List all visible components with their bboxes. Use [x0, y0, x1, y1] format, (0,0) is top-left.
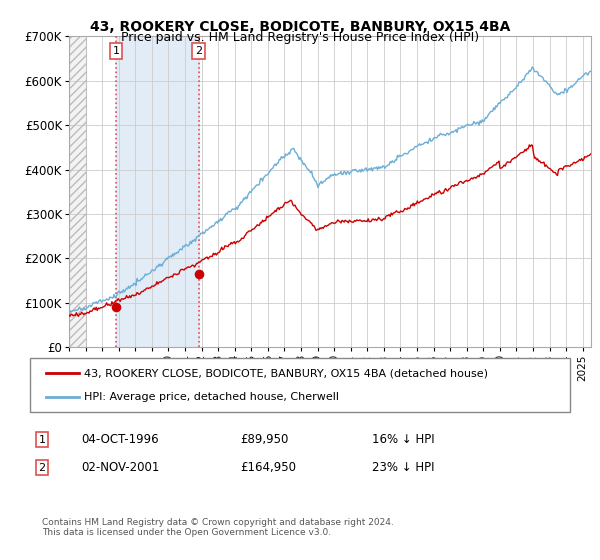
Text: Contains HM Land Registry data © Crown copyright and database right 2024.
This d: Contains HM Land Registry data © Crown c… [42, 518, 394, 538]
Text: 43, ROOKERY CLOSE, BODICOTE, BANBURY, OX15 4BA (detached house): 43, ROOKERY CLOSE, BODICOTE, BANBURY, OX… [84, 368, 488, 379]
Point [111, 303, 121, 312]
Text: 02-NOV-2001: 02-NOV-2001 [81, 461, 160, 474]
Text: HPI: Average price, detached house, Cherwell: HPI: Average price, detached house, Cher… [84, 391, 339, 402]
Text: 16% ↓ HPI: 16% ↓ HPI [372, 433, 434, 446]
Text: Price paid vs. HM Land Registry's House Price Index (HPI): Price paid vs. HM Land Registry's House … [121, 31, 479, 44]
Text: 1: 1 [38, 435, 46, 445]
Text: 04-OCT-1996: 04-OCT-1996 [81, 433, 158, 446]
Text: £89,950: £89,950 [240, 433, 289, 446]
Text: 23% ↓ HPI: 23% ↓ HPI [372, 461, 434, 474]
Text: 2: 2 [38, 463, 46, 473]
FancyBboxPatch shape [30, 358, 570, 412]
Bar [116, 36, 199, 347]
Bar [69, 36, 86, 347]
Point [194, 269, 203, 278]
Text: 43, ROOKERY CLOSE, BODICOTE, BANBURY, OX15 4BA: 43, ROOKERY CLOSE, BODICOTE, BANBURY, OX… [90, 20, 510, 34]
Text: 1: 1 [112, 46, 119, 56]
Bar [69, 36, 86, 347]
Text: 2: 2 [195, 46, 202, 56]
Text: £164,950: £164,950 [240, 461, 296, 474]
